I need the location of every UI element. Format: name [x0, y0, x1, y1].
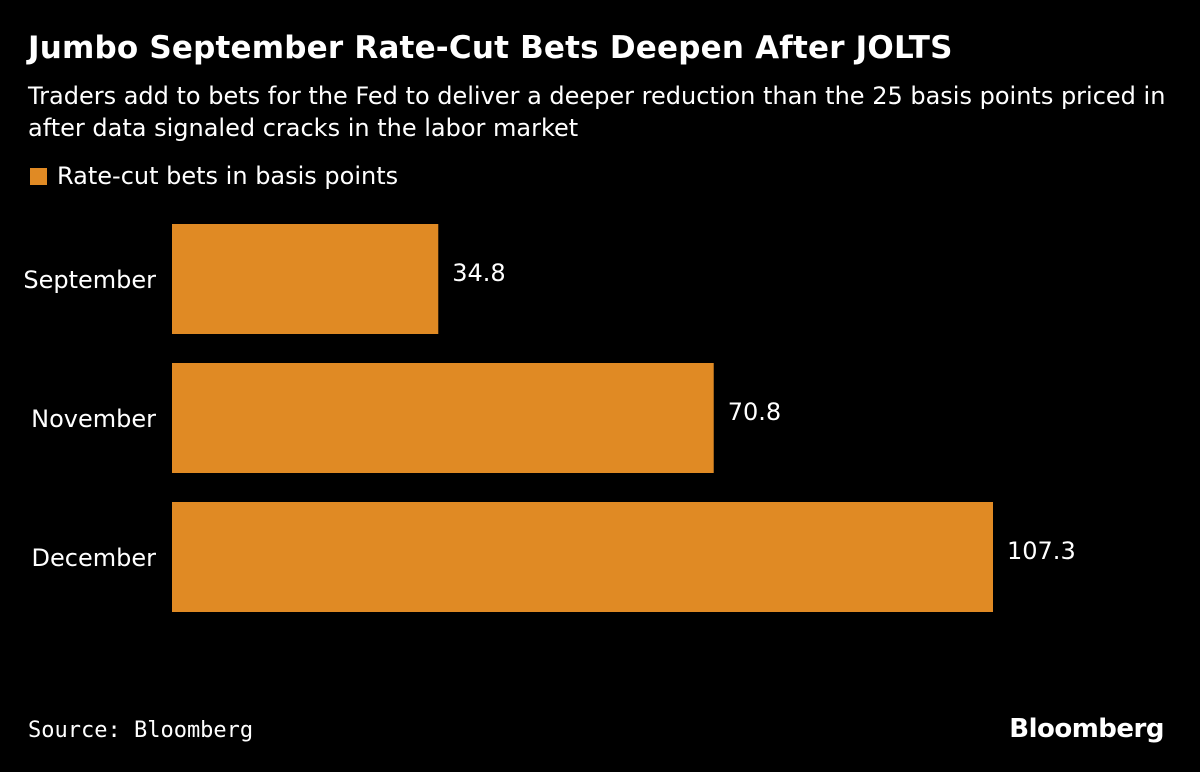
category-label: November: [31, 405, 156, 433]
bloomberg-logo: Bloomberg: [1009, 714, 1164, 744]
bar-december: [172, 502, 993, 612]
source-note: Source: Bloomberg: [28, 718, 253, 743]
data-label: 70.8: [728, 398, 781, 426]
category-label: September: [23, 266, 156, 294]
category-label: December: [32, 544, 157, 572]
data-label: 34.8: [452, 259, 505, 287]
data-label: 107.3: [1007, 537, 1076, 565]
bar-november: [172, 363, 714, 473]
bar-september: [172, 224, 438, 334]
